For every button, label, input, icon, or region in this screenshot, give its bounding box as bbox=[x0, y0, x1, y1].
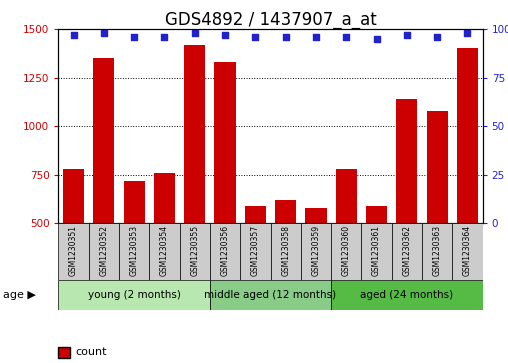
Bar bbox=[331, 280, 483, 310]
FancyBboxPatch shape bbox=[422, 223, 452, 280]
Bar bbox=[366, 206, 387, 223]
Bar bbox=[154, 173, 175, 223]
Bar bbox=[275, 200, 296, 223]
FancyBboxPatch shape bbox=[361, 223, 392, 280]
Bar bbox=[123, 180, 145, 223]
Point bbox=[342, 34, 351, 40]
FancyBboxPatch shape bbox=[331, 223, 361, 280]
FancyBboxPatch shape bbox=[240, 223, 270, 280]
FancyBboxPatch shape bbox=[270, 223, 301, 280]
Point bbox=[281, 34, 290, 40]
Point bbox=[251, 34, 260, 40]
Bar bbox=[427, 111, 448, 223]
Point bbox=[130, 34, 138, 40]
Text: GSM1230356: GSM1230356 bbox=[220, 225, 230, 276]
Text: GSM1230351: GSM1230351 bbox=[69, 225, 78, 276]
Point bbox=[312, 34, 320, 40]
FancyBboxPatch shape bbox=[301, 223, 331, 280]
Text: GSM1230354: GSM1230354 bbox=[160, 225, 169, 276]
Point bbox=[70, 32, 78, 38]
Text: GDS4892 / 1437907_a_at: GDS4892 / 1437907_a_at bbox=[165, 11, 376, 29]
Point bbox=[372, 36, 380, 42]
Text: GSM1230359: GSM1230359 bbox=[311, 225, 321, 276]
Bar bbox=[396, 99, 418, 223]
Point bbox=[463, 30, 471, 36]
Text: GSM1230364: GSM1230364 bbox=[463, 225, 472, 276]
Text: GSM1230357: GSM1230357 bbox=[251, 225, 260, 276]
Point bbox=[403, 32, 411, 38]
Point bbox=[221, 32, 229, 38]
FancyBboxPatch shape bbox=[119, 223, 149, 280]
FancyBboxPatch shape bbox=[58, 223, 89, 280]
Point bbox=[161, 34, 169, 40]
Text: GSM1230361: GSM1230361 bbox=[372, 225, 381, 276]
Text: GSM1230352: GSM1230352 bbox=[100, 225, 108, 276]
Bar bbox=[63, 169, 84, 223]
Point bbox=[100, 30, 108, 36]
Bar bbox=[336, 169, 357, 223]
Text: GSM1230358: GSM1230358 bbox=[281, 225, 290, 276]
Bar bbox=[210, 280, 331, 310]
Bar bbox=[245, 206, 266, 223]
FancyBboxPatch shape bbox=[210, 223, 240, 280]
Text: GSM1230363: GSM1230363 bbox=[433, 225, 441, 276]
Text: age ▶: age ▶ bbox=[3, 290, 36, 300]
Bar bbox=[305, 208, 327, 223]
Bar bbox=[93, 58, 114, 223]
Bar bbox=[184, 45, 205, 223]
Text: young (2 months): young (2 months) bbox=[88, 290, 181, 300]
FancyBboxPatch shape bbox=[452, 223, 483, 280]
Point bbox=[433, 34, 441, 40]
FancyBboxPatch shape bbox=[149, 223, 180, 280]
Text: middle aged (12 months): middle aged (12 months) bbox=[204, 290, 337, 300]
Point bbox=[190, 30, 199, 36]
FancyBboxPatch shape bbox=[180, 223, 210, 280]
Text: GSM1230355: GSM1230355 bbox=[190, 225, 199, 276]
FancyBboxPatch shape bbox=[392, 223, 422, 280]
Text: count: count bbox=[76, 347, 107, 358]
FancyBboxPatch shape bbox=[89, 223, 119, 280]
Text: GSM1230353: GSM1230353 bbox=[130, 225, 139, 276]
Bar bbox=[58, 280, 210, 310]
Text: GSM1230362: GSM1230362 bbox=[402, 225, 411, 276]
Text: aged (24 months): aged (24 months) bbox=[360, 290, 454, 300]
Bar bbox=[457, 48, 478, 223]
Text: GSM1230360: GSM1230360 bbox=[342, 225, 351, 276]
Bar bbox=[214, 62, 236, 223]
